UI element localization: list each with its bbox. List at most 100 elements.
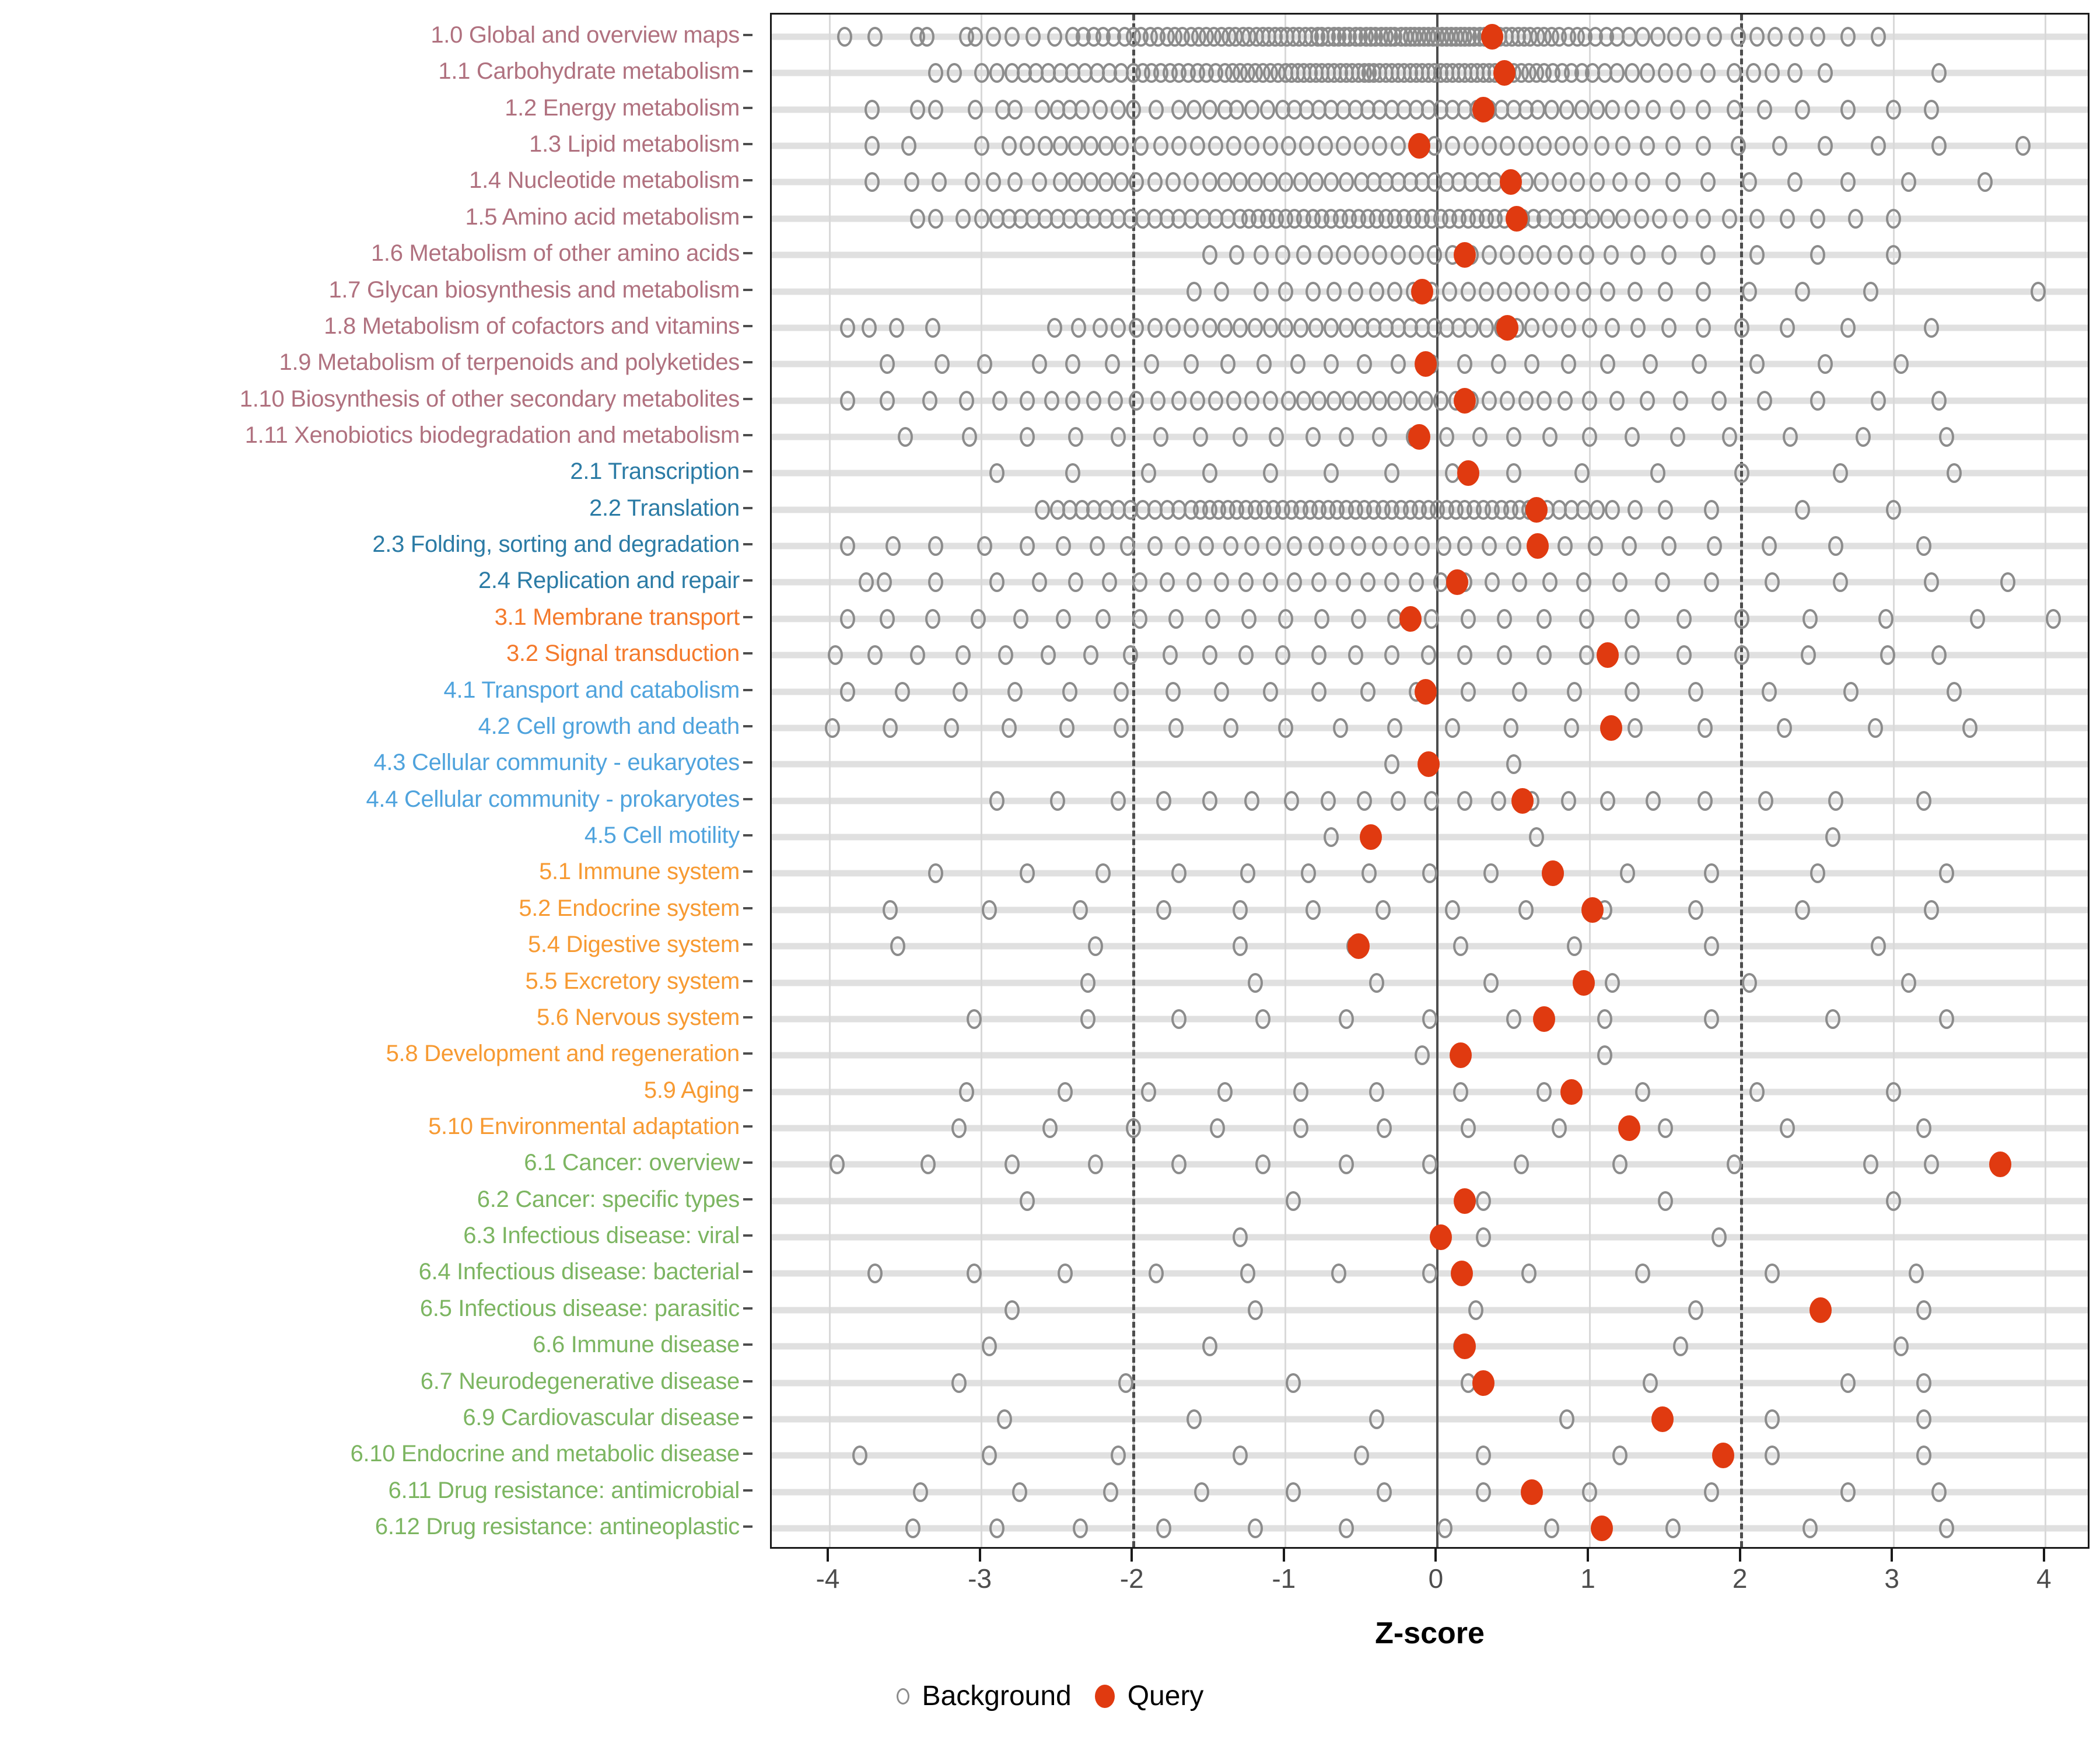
background-point	[1741, 972, 1757, 993]
background-point	[1308, 317, 1324, 338]
background-point	[1350, 608, 1366, 629]
background-point	[1262, 463, 1278, 484]
background-point	[1460, 608, 1476, 629]
background-point	[1171, 863, 1187, 884]
background-point	[1217, 1082, 1233, 1102]
category-label: 2.3 Folding, sorting and degradation	[372, 531, 740, 558]
background-point	[1578, 645, 1594, 666]
background-point	[1111, 1446, 1126, 1466]
background-point	[1326, 390, 1342, 411]
y-axis-tick	[743, 943, 752, 946]
background-point	[1214, 572, 1230, 593]
background-point	[1186, 281, 1202, 302]
query-point	[1414, 678, 1437, 705]
background-point	[1056, 536, 1072, 556]
background-point	[1422, 863, 1438, 884]
background-point	[1019, 136, 1035, 156]
background-point	[861, 317, 877, 338]
category-axis-labels: 1.0 Global and overview maps 1.1 Carbohyd…	[0, 0, 752, 1552]
background-point	[1931, 390, 1947, 411]
background-point	[1706, 536, 1722, 556]
background-point	[974, 136, 989, 156]
background-point	[1825, 1009, 1840, 1029]
background-point	[1939, 1009, 1955, 1029]
background-point	[1238, 645, 1254, 666]
background-point	[951, 1373, 967, 1393]
background-point	[1241, 608, 1257, 629]
y-axis-tick	[743, 1270, 752, 1273]
background-point	[1810, 245, 1825, 265]
background-point	[1643, 1373, 1658, 1393]
background-point	[1001, 136, 1017, 156]
y-axis-tick	[743, 1343, 752, 1346]
x-axis-tick	[1587, 1549, 1590, 1562]
y-axis-tick	[743, 1234, 752, 1237]
background-point	[1232, 1227, 1248, 1248]
background-point	[1232, 427, 1248, 447]
background-point	[1497, 645, 1513, 666]
background-point	[1375, 900, 1391, 920]
background-point	[1348, 645, 1363, 666]
background-point	[828, 645, 844, 666]
background-point	[1643, 354, 1658, 374]
background-point	[986, 27, 1002, 47]
background-point	[1640, 390, 1656, 411]
background-point	[1650, 27, 1666, 47]
background-point	[1673, 390, 1689, 411]
background-point	[1232, 900, 1248, 920]
background-point	[1339, 317, 1354, 338]
reference-line--2	[1132, 15, 1135, 1547]
y-axis-tick	[743, 1307, 752, 1310]
background-point	[1558, 536, 1573, 556]
background-point	[1384, 463, 1400, 484]
background-point	[1515, 281, 1531, 302]
background-point	[1457, 645, 1473, 666]
query-point	[1472, 96, 1494, 123]
background-point	[1503, 718, 1518, 738]
row-band	[772, 1198, 2088, 1205]
background-point	[1475, 1227, 1491, 1248]
background-point	[1332, 718, 1348, 738]
category-label: 2.2 Translation	[589, 495, 740, 521]
y-axis-tick	[743, 470, 752, 473]
background-point	[898, 427, 914, 447]
background-point	[1490, 354, 1506, 374]
background-point	[1628, 499, 1643, 520]
background-point	[1255, 1009, 1270, 1029]
query-point	[1414, 351, 1437, 377]
background-point	[1605, 99, 1620, 120]
background-point	[1189, 390, 1205, 411]
background-point	[1202, 245, 1217, 265]
background-point	[1357, 790, 1373, 811]
background-point	[1658, 1118, 1674, 1138]
background-point	[921, 1154, 936, 1175]
category-label: 6.4 Infectious disease: bacterial	[418, 1259, 740, 1285]
background-point	[1192, 427, 1208, 447]
background-point	[1335, 245, 1351, 265]
background-point	[1104, 354, 1120, 374]
background-point	[1894, 1336, 1909, 1357]
background-point	[1524, 354, 1539, 374]
background-point	[1731, 27, 1746, 47]
background-point	[1867, 718, 1883, 738]
background-point	[922, 390, 938, 411]
category-label: 6.10 Endocrine and metabolic disease	[350, 1441, 740, 1467]
background-point	[1916, 536, 1932, 556]
y-axis-tick	[743, 1161, 752, 1164]
background-point	[1817, 63, 1833, 83]
legend-label-query: Query	[1127, 1681, 1204, 1712]
y-axis-tick	[743, 506, 752, 509]
background-point	[1521, 1264, 1536, 1284]
background-point	[1894, 354, 1909, 374]
background-point	[1317, 136, 1333, 156]
background-point	[1600, 354, 1616, 374]
query-point	[1493, 60, 1516, 86]
background-point	[1787, 172, 1803, 192]
query-point	[1560, 1079, 1583, 1105]
background-point	[1767, 27, 1783, 47]
background-point	[1393, 536, 1409, 556]
background-point	[1311, 390, 1327, 411]
background-point	[1422, 1154, 1438, 1175]
background-point	[1031, 172, 1047, 192]
background-point	[1947, 463, 1962, 484]
